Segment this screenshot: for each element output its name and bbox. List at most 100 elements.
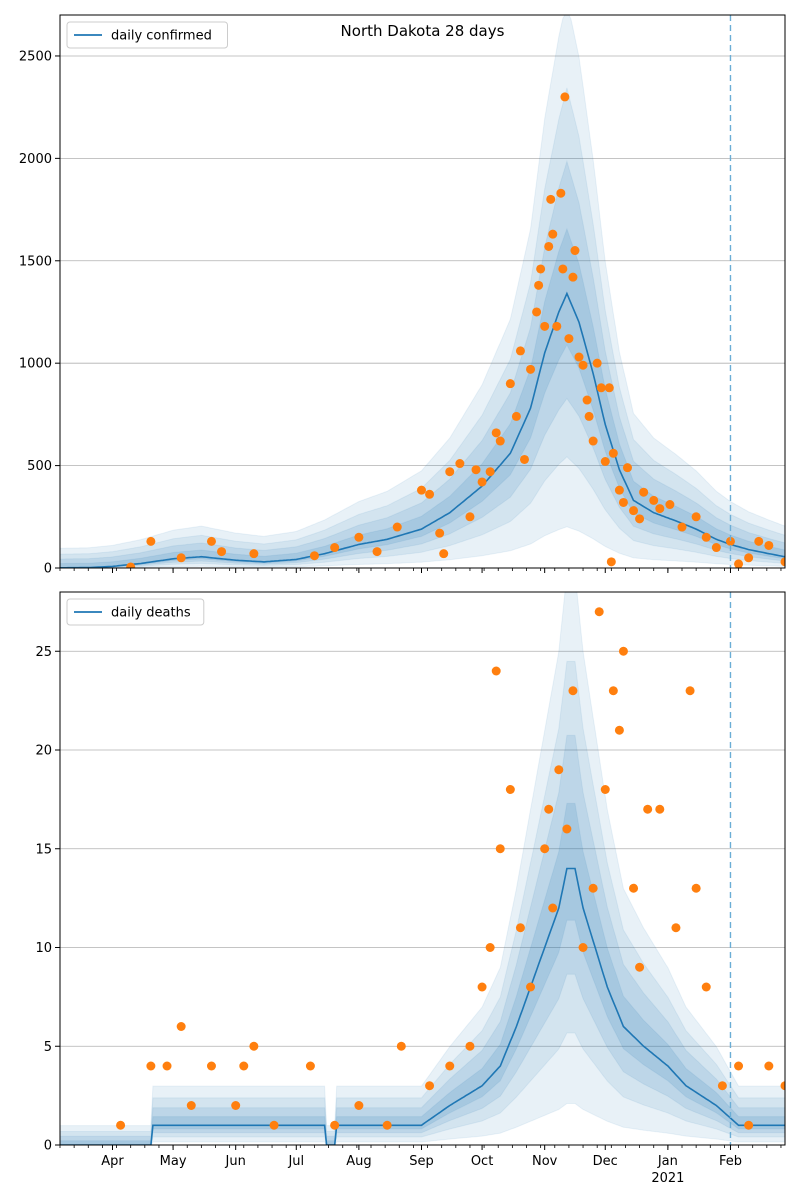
uncertainty-band (60, 734, 785, 1145)
y-tick-label: 2000 (19, 152, 52, 167)
data-point (552, 321, 562, 331)
data-point (354, 1101, 364, 1110)
uncertainty-band (60, 87, 785, 568)
data-point (665, 500, 675, 510)
deaths-panel: 0 5 10 15 20 25 Apr May Jun Jul Aug Sep Oct Nov Dec Jan… (35, 591, 786, 1186)
data-point (416, 485, 426, 495)
data-point (146, 536, 156, 546)
chart-title: North Dakota 28 days (341, 22, 505, 40)
data-point (618, 646, 628, 656)
y-tick-label: 1500 (19, 254, 52, 269)
x-tick-label: Nov (532, 1154, 558, 1169)
data-point (231, 1101, 241, 1110)
data-point (734, 559, 744, 568)
data-point (309, 551, 319, 561)
data-point (526, 982, 536, 992)
data-point (725, 536, 735, 546)
plot-area (60, 592, 785, 1145)
data-point (269, 1120, 279, 1130)
data-point (592, 358, 602, 368)
data-point (511, 411, 521, 421)
data-point (477, 982, 487, 992)
data-point (564, 334, 574, 344)
data-point (435, 528, 445, 538)
data-point (677, 522, 687, 532)
data-point (439, 549, 449, 559)
data-point (515, 923, 525, 933)
data-point (126, 562, 136, 568)
data-point (744, 553, 754, 563)
uncertainty-band (60, 15, 785, 568)
data-point (532, 307, 542, 317)
data-point (556, 188, 566, 198)
uncertainty-band (60, 227, 785, 568)
data-point (594, 607, 604, 617)
data-point (562, 824, 572, 834)
data-point (618, 497, 628, 507)
data-point (455, 459, 465, 469)
data-point (560, 92, 570, 102)
y-tick-label: 15 (35, 842, 52, 857)
data-point (558, 264, 568, 274)
data-point (249, 549, 259, 559)
data-point (606, 557, 616, 567)
data-point (764, 540, 774, 550)
x-tick-label: Jan (657, 1154, 678, 1169)
y-tick-label: 5 (44, 1040, 52, 1055)
x-tick-label: May (160, 1154, 187, 1169)
y-tick-label: 1000 (19, 357, 52, 372)
data-point (588, 436, 598, 446)
data-point (635, 514, 645, 524)
data-point (465, 1041, 475, 1051)
plot-area (60, 15, 785, 568)
data-point (600, 456, 610, 466)
data-point (396, 1041, 406, 1051)
data-point (239, 1061, 249, 1071)
data-point (176, 1022, 186, 1031)
data-point (691, 883, 701, 893)
y-tick-label: 0 (44, 1139, 52, 1154)
data-point (691, 512, 701, 522)
data-point (515, 346, 525, 356)
x-tick-label: Jul (287, 1154, 304, 1169)
data-point (495, 436, 505, 446)
data-point (685, 686, 695, 696)
data-point (485, 467, 495, 477)
data-point (544, 241, 554, 251)
data-point (249, 1041, 259, 1051)
y-tick-label: 2500 (19, 49, 52, 64)
legend-box (66, 21, 228, 49)
legend: daily deaths (66, 598, 205, 626)
data-point (217, 547, 227, 557)
data-point (643, 804, 653, 814)
data-point (671, 923, 681, 933)
x-tick-label: Feb (719, 1154, 742, 1169)
data-point (477, 477, 487, 487)
data-point (588, 883, 598, 893)
y-tick-label: 0 (44, 562, 52, 577)
data-point (568, 272, 578, 282)
data-point (534, 280, 544, 290)
data-point (536, 264, 546, 274)
data-point (578, 943, 588, 952)
data-point (162, 1061, 172, 1071)
data-point (372, 547, 382, 557)
data-point (186, 1101, 196, 1110)
data-point (604, 383, 614, 393)
data-point (744, 1120, 754, 1130)
data-point (614, 725, 624, 735)
x-tick-label: Dec (593, 1154, 618, 1169)
data-point (655, 504, 665, 514)
data-point (574, 352, 584, 362)
confirmed-panel: 0 500 1000 1500 2000 2500 daily confirmed North… (19, 14, 786, 577)
x-tick-label: Apr (101, 1154, 124, 1169)
data-point (649, 495, 659, 505)
legend-label: daily confirmed (111, 29, 212, 44)
y-tick-label: 10 (35, 941, 52, 956)
y-tick-label: 25 (35, 645, 52, 660)
data-point (392, 522, 402, 532)
data-point (582, 395, 592, 405)
data-point (330, 543, 340, 553)
axes-frame (59, 14, 786, 569)
